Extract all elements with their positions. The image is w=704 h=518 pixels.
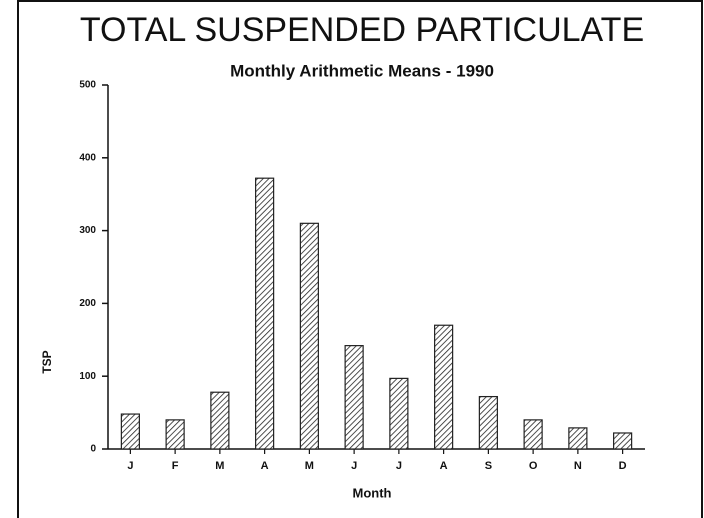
x-tick-label: S <box>485 460 492 472</box>
bar <box>478 395 498 450</box>
bar <box>389 377 409 450</box>
y-tick-label: 200 <box>79 298 96 309</box>
x-tick-label: D <box>619 460 627 472</box>
y-tick-label: 300 <box>79 225 96 236</box>
bar <box>120 413 140 450</box>
x-tick-label: M <box>215 460 224 472</box>
x-tick-label: A <box>440 460 448 472</box>
bar <box>210 391 230 450</box>
x-tick-label: J <box>127 460 133 472</box>
y-axis-label: TSP <box>40 350 54 373</box>
bar <box>344 345 364 450</box>
y-tick-label: 500 <box>79 80 96 91</box>
x-tick-label: J <box>396 460 402 472</box>
bar <box>255 177 275 450</box>
x-axis-label: Month <box>353 485 392 500</box>
chart-subtitle: Monthly Arithmetic Means - 1990 <box>230 61 494 80</box>
x-tick-label: A <box>261 460 269 472</box>
bar <box>165 419 185 450</box>
y-tick-label: 100 <box>79 371 96 382</box>
x-tick-label: J <box>351 460 357 472</box>
x-tick-label: N <box>574 460 582 472</box>
y-tick-label: 0 <box>90 444 96 455</box>
x-tick-label: F <box>172 460 179 472</box>
bar <box>434 324 454 450</box>
bar <box>613 432 633 450</box>
bar <box>523 419 543 450</box>
bar <box>568 427 588 450</box>
frame <box>17 0 703 518</box>
bar <box>299 222 319 450</box>
y-tick-label: 400 <box>79 152 96 163</box>
chart-title: TOTAL SUSPENDED PARTICULATE <box>80 11 644 49</box>
x-tick-label: M <box>305 460 314 472</box>
x-tick-label: O <box>529 460 538 472</box>
